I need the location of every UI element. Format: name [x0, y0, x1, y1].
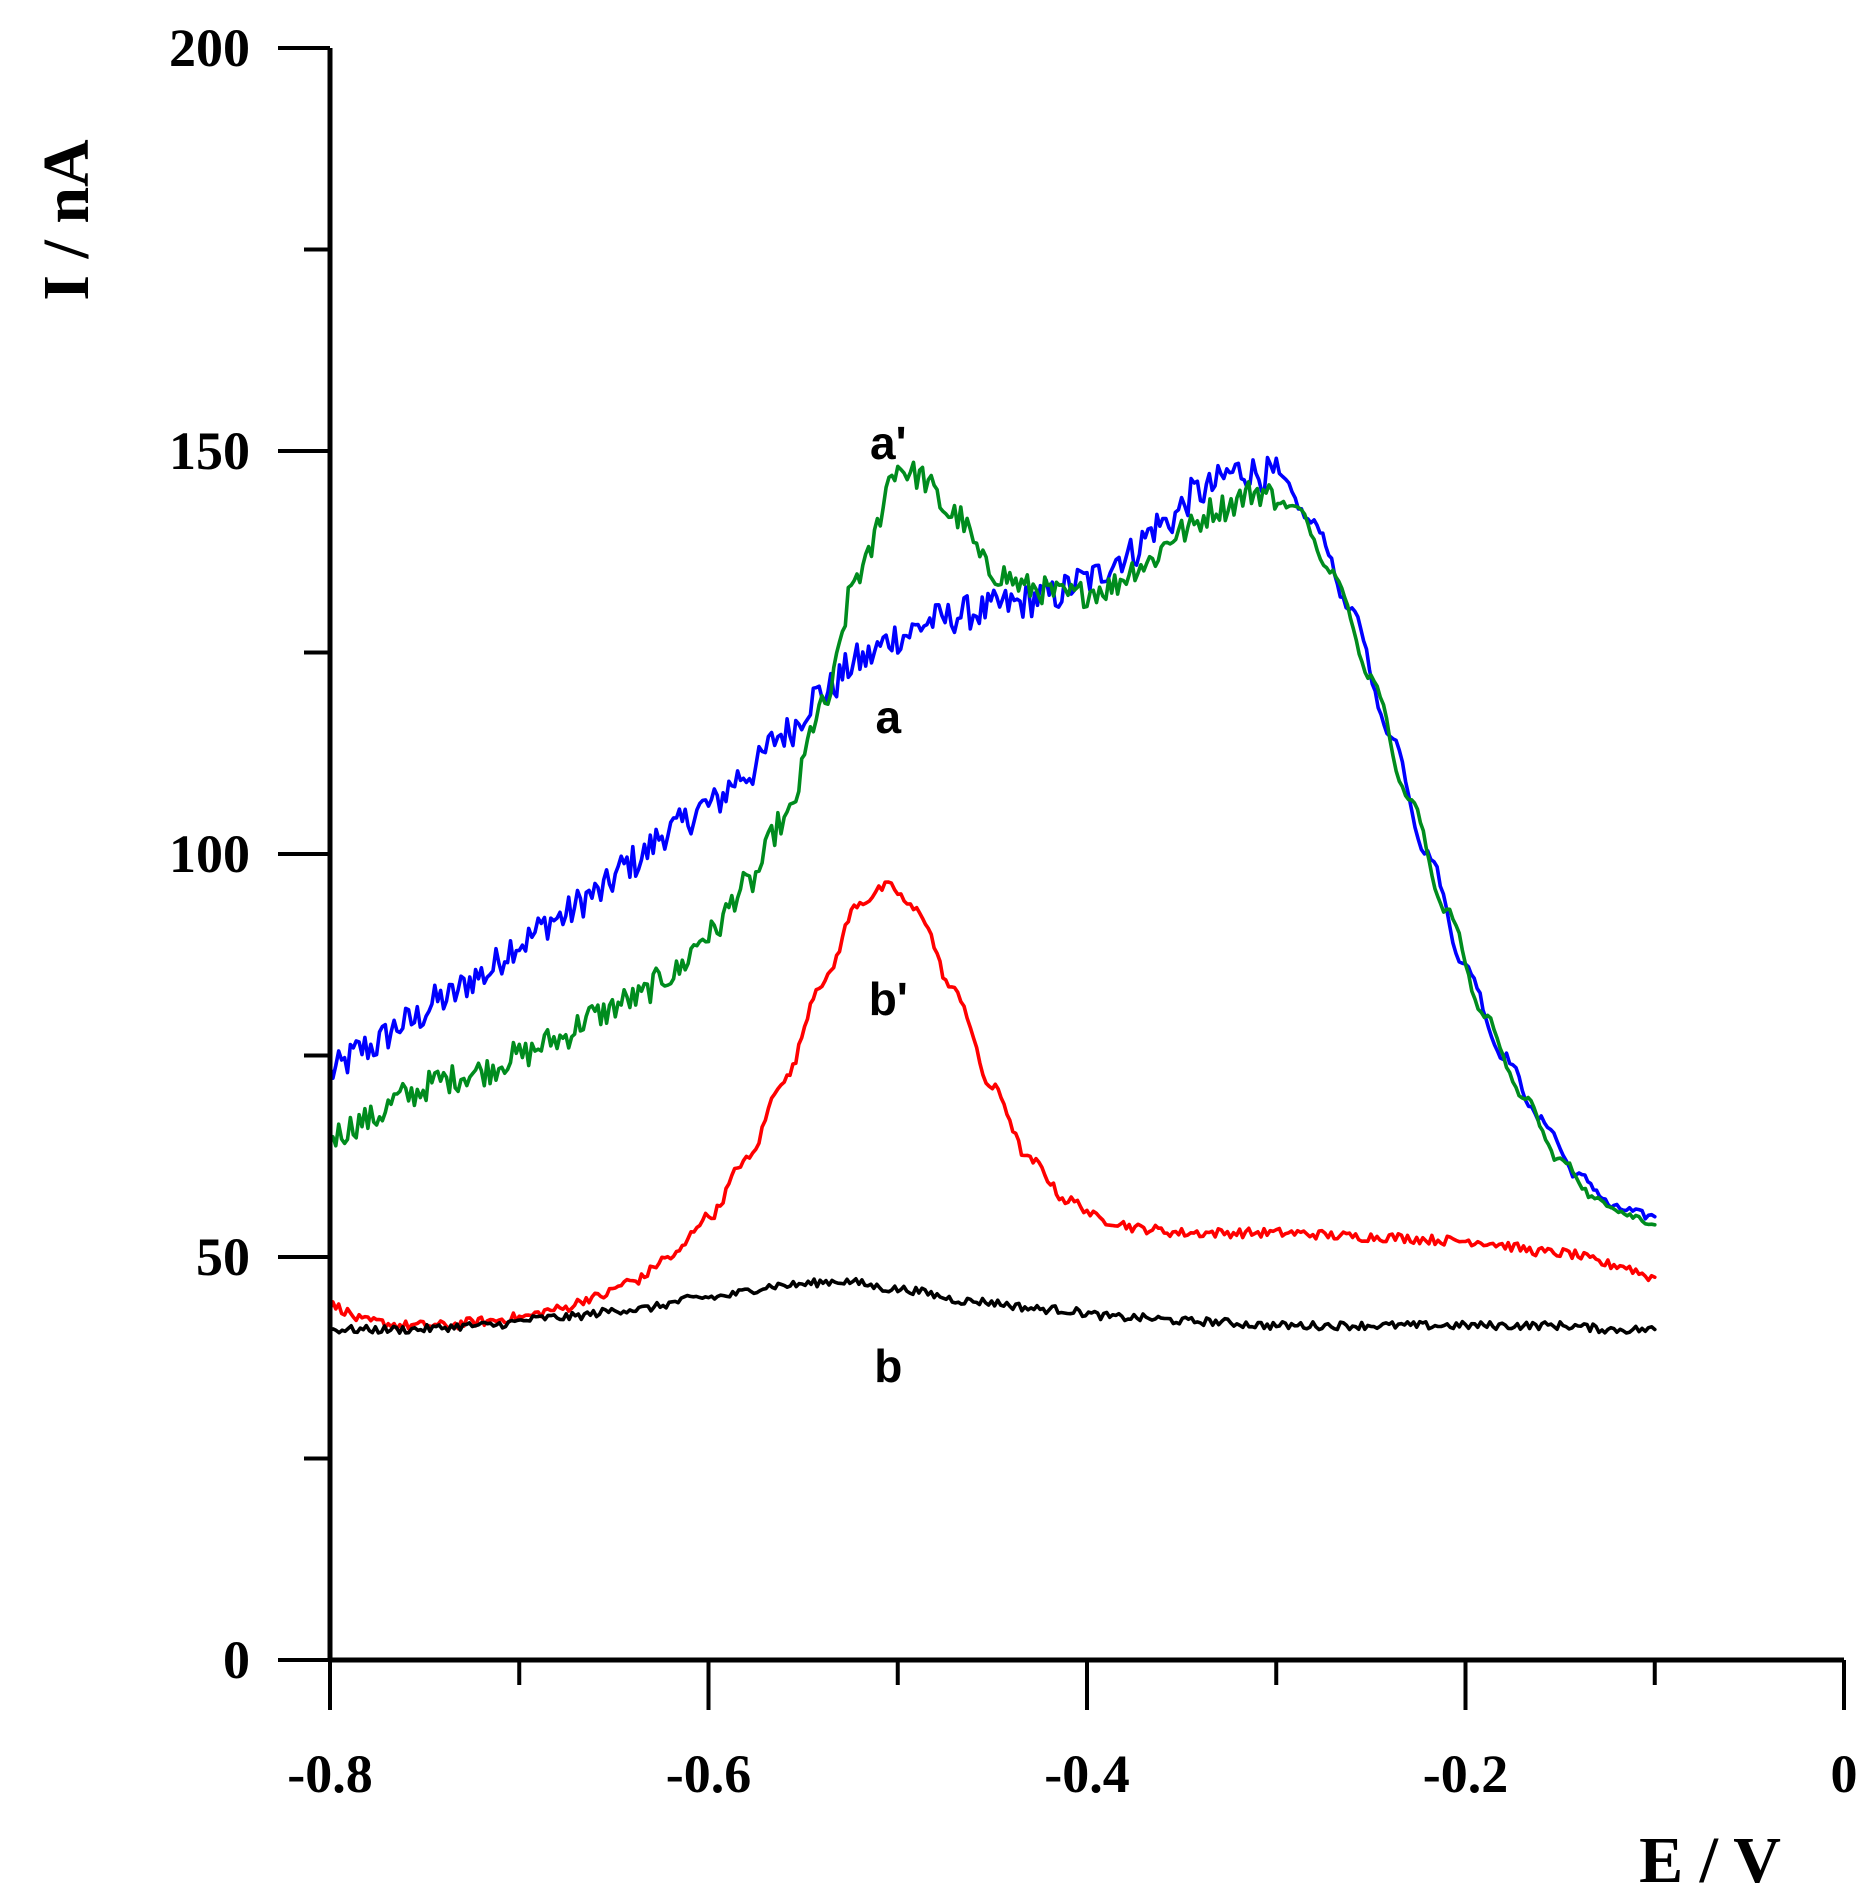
annotation-layer: a' a b' b [869, 417, 908, 1392]
curve-label-a: a [875, 691, 901, 743]
x-tick-label: 0 [1831, 1744, 1858, 1804]
series-line-b [328, 1277, 1657, 1335]
series-line-a-prime [328, 460, 1657, 1227]
y-axis-title: I / nA [30, 139, 103, 301]
y-tick-label: 0 [223, 1630, 250, 1690]
curve-label-b: b [874, 1340, 902, 1392]
series-layer [328, 455, 1657, 1335]
series-line-b-prime [328, 880, 1657, 1331]
ticks-layer: 0 50 100 150 200 -0.8 -0.6 -0.4 -0.2 0 [169, 18, 1858, 1804]
x-tick-label: -0.6 [666, 1744, 751, 1804]
x-tick-label: -0.4 [1044, 1744, 1129, 1804]
x-tick-label: -0.2 [1423, 1744, 1508, 1804]
curve-label-b-prime: b' [869, 973, 908, 1025]
x-tick-label: -0.8 [287, 1744, 372, 1804]
y-tick-label: 50 [196, 1227, 250, 1287]
y-tick-label: 100 [169, 824, 250, 884]
series-line-a [328, 455, 1657, 1221]
curve-label-a-prime: a' [870, 417, 907, 469]
y-tick-label: 150 [169, 421, 250, 481]
x-axis-title: E / V [1639, 1824, 1781, 1897]
y-tick-label: 200 [169, 18, 250, 78]
